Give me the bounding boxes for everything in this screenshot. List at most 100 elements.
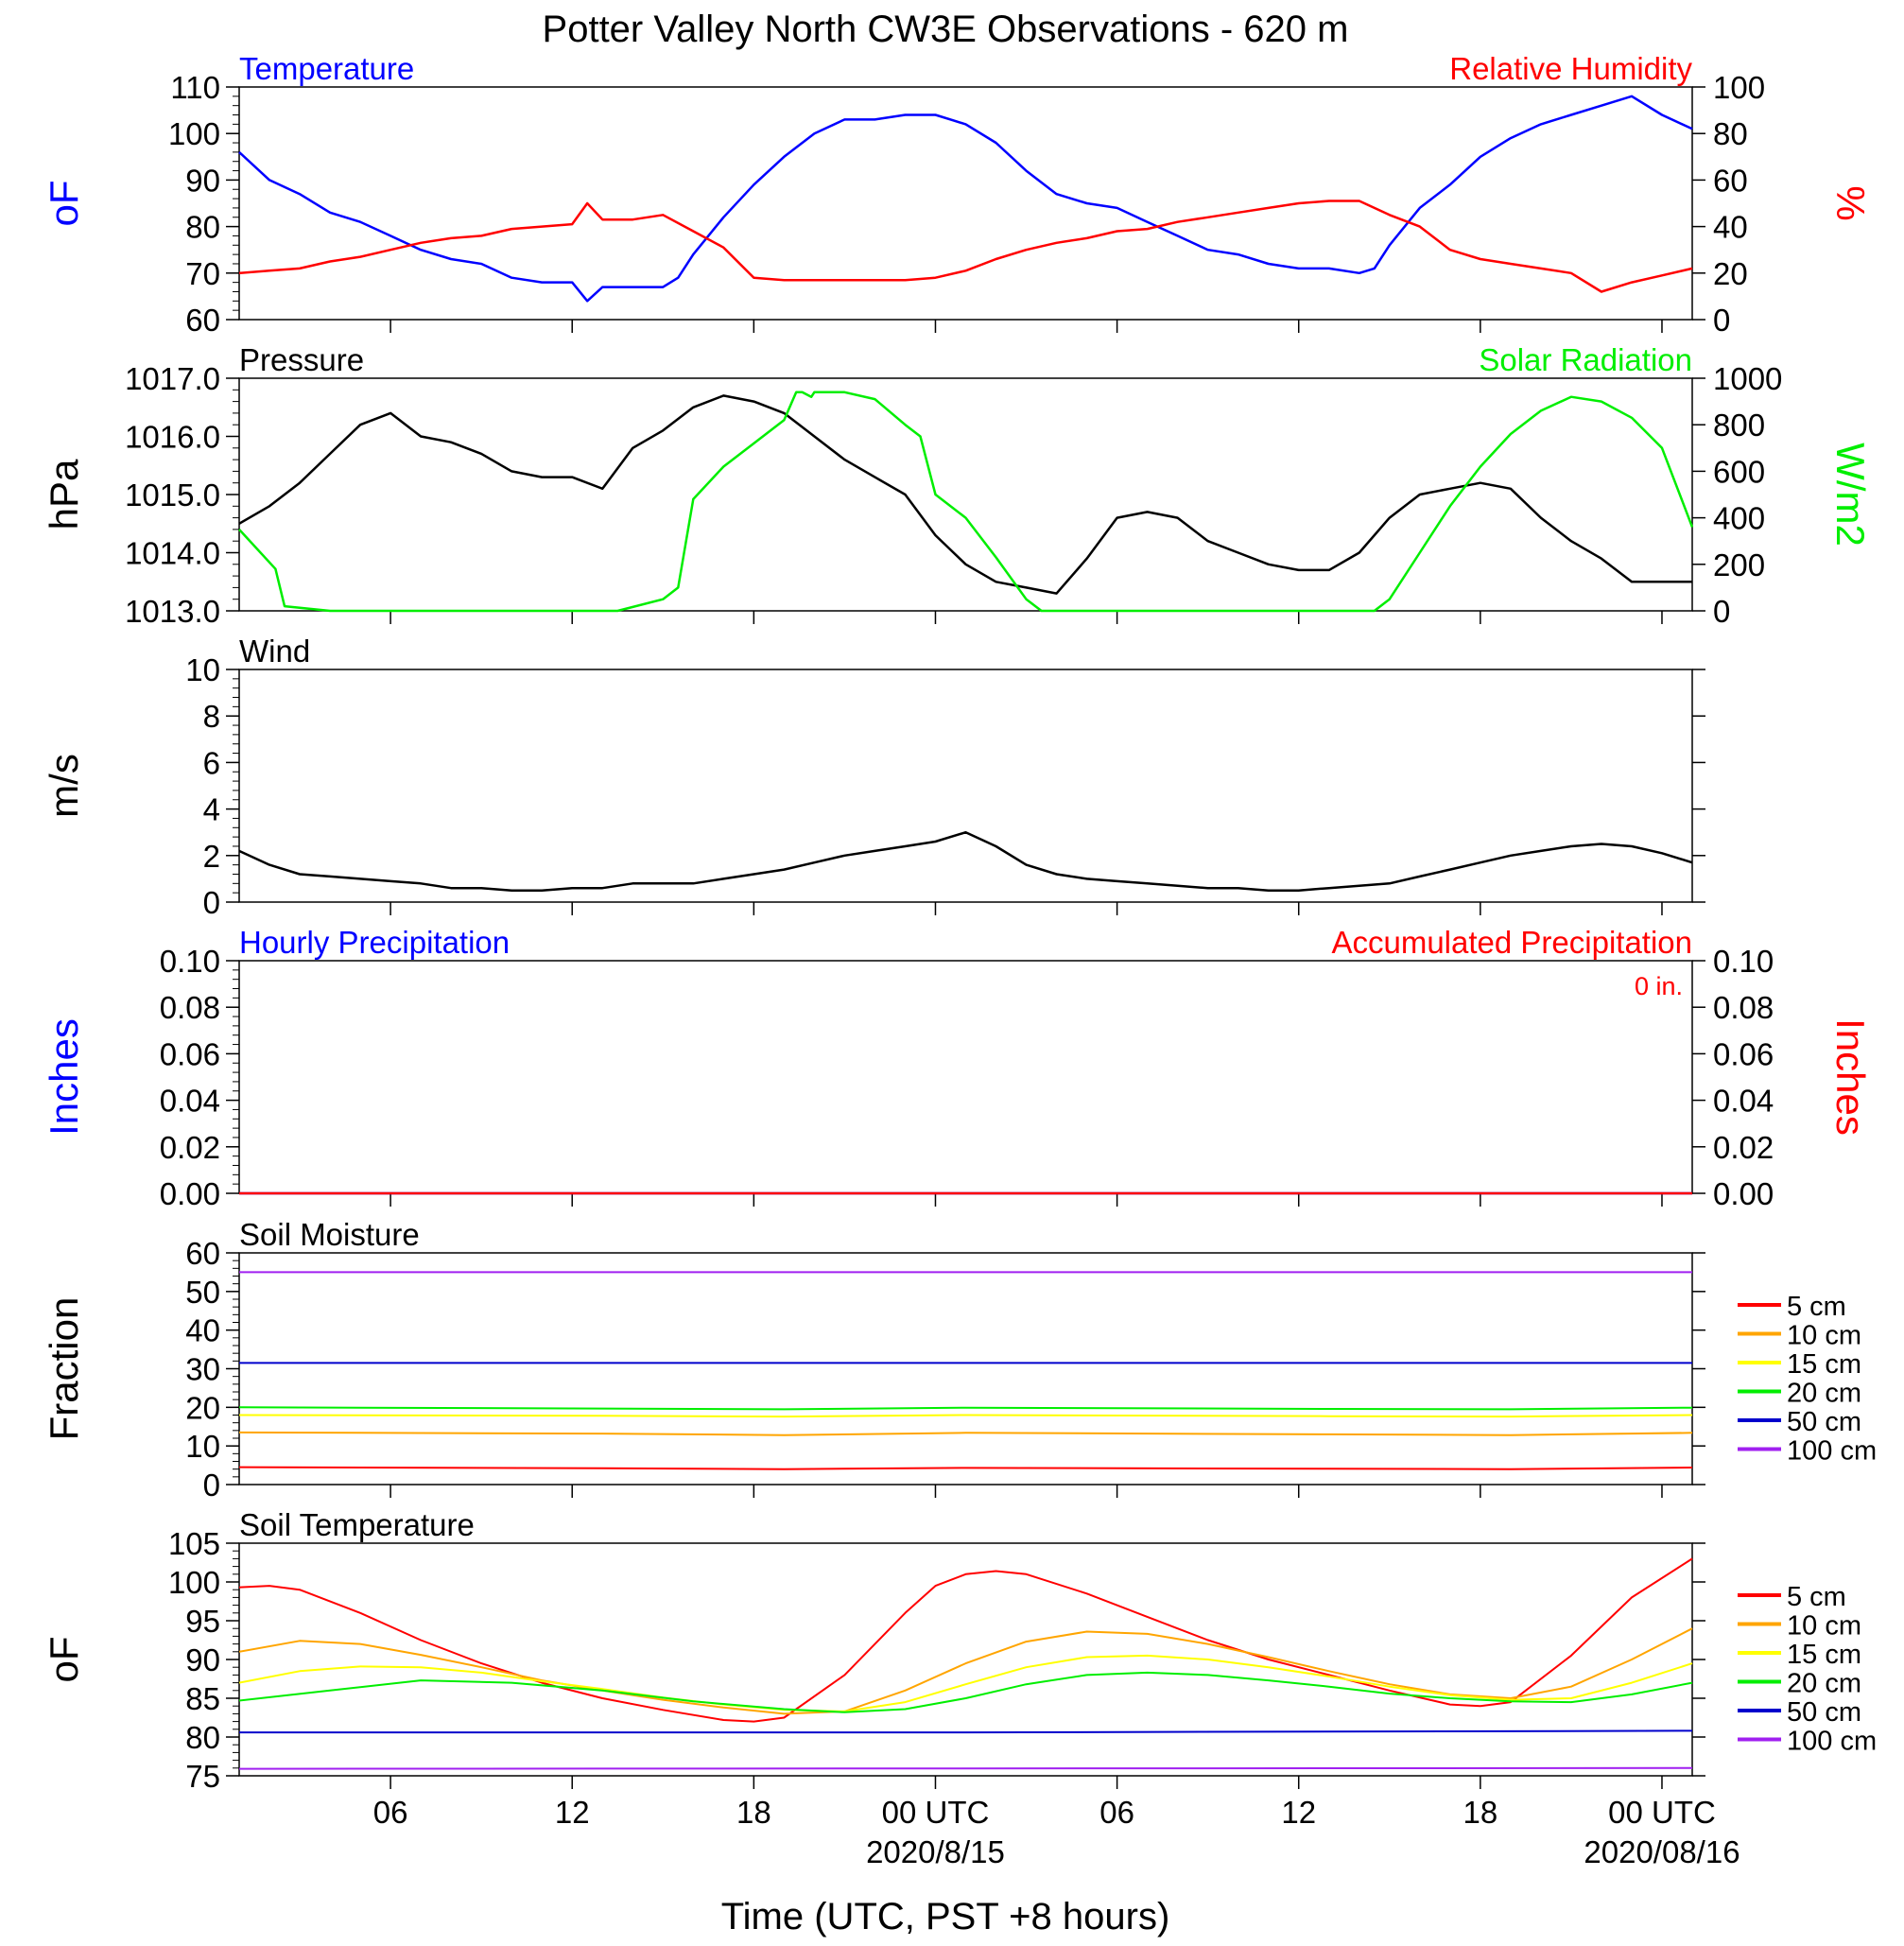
y-tick-label-left: 0 [203, 1468, 220, 1503]
x-tick-label: 18 [1463, 1795, 1497, 1830]
y-tick-label-left: 6 [203, 745, 220, 780]
y-tick-label-left: 2 [203, 839, 220, 874]
y-tick-label-right: 400 [1713, 501, 1765, 536]
y-tick-label-left: 95 [185, 1604, 220, 1639]
y-tick-label-right: 40 [1713, 210, 1748, 245]
y-tick-label-left: 1014.0 [125, 536, 220, 571]
y-tick-label-right: 100 [1713, 70, 1765, 105]
legend-entry: 10 cm [1787, 1321, 1861, 1351]
y-tick-label-left: 60 [185, 303, 220, 338]
x-tick-label: 18 [736, 1795, 771, 1830]
y-tick-label-right: 0 [1713, 303, 1730, 338]
y-tick-label-left: 0.10 [160, 944, 220, 979]
y-tick-label-right: 200 [1713, 547, 1765, 582]
series-line-relative-humidity [238, 200, 1693, 293]
panel-title-left: Pressure [239, 342, 364, 377]
series-line-temperature [238, 95, 1693, 303]
y-tick-label-left: 0.00 [160, 1176, 220, 1211]
y-tick-label-left: 8 [203, 699, 220, 734]
panel-pressure-solar: 1013.0 1014.0 1015.0 1016.0 1017.0 0 200 400 600… [42, 342, 1873, 629]
y-axis-label-left: m/s [42, 754, 86, 818]
legend-entry: 10 cm [1787, 1611, 1861, 1642]
x-date-label: 2020/08/16 [1584, 1834, 1740, 1869]
y-tick-label-left: 10 [185, 1429, 220, 1464]
panel-title-left: Wind [239, 634, 310, 669]
y-tick-label-right: 1000 [1713, 361, 1782, 396]
time-axis-ticks: 06 12 18 00 UTC 2020/8/15 06 12 18 00 UTC 2020/08… [373, 1795, 1740, 1869]
legend-entry: 15 cm [1787, 1640, 1861, 1670]
y-tick-label-right: 0.06 [1713, 1036, 1774, 1071]
panel-title-left: Soil Moisture [239, 1217, 420, 1252]
y-tick-label-left: 100 [168, 116, 220, 151]
series-line-pressure [238, 394, 1692, 595]
y-tick-label-left: 90 [185, 163, 220, 198]
y-tick-label-left: 1017.0 [125, 361, 220, 396]
series-line-5-cm [238, 1557, 1693, 1723]
series-line-10-cm [238, 1431, 1693, 1436]
y-tick-label-right: 0.10 [1713, 944, 1774, 979]
y-tick-label-left: 10 [185, 652, 220, 687]
y-tick-label-right: 0.00 [1713, 1176, 1774, 1211]
x-date-label: 2020/8/15 [866, 1834, 1005, 1869]
y-tick-label-left: 4 [203, 792, 220, 827]
y-tick-label-left: 0.02 [160, 1130, 220, 1165]
legend-entry: 100 cm [1787, 1436, 1877, 1467]
figure-title: Potter Valley North CW3E Observations - … [543, 9, 1349, 50]
series-line-50-cm [239, 1729, 1693, 1734]
panel-title-right: Relative Humidity [1449, 51, 1692, 86]
legend-entry: 50 cm [1787, 1407, 1861, 1437]
plot-frame [238, 669, 1693, 903]
panel-wind: 0 2 4 6 8 10 Wind m/s [42, 634, 1705, 920]
y-axis-label-right: W/m2 [1828, 443, 1873, 547]
time-axis-label: Time (UTC, PST +8 hours) [721, 1896, 1170, 1937]
y-axis-label-left: hPa [42, 459, 86, 530]
x-tick-label: 06 [373, 1795, 408, 1830]
y-tick-label-left: 40 [185, 1313, 220, 1348]
legend-entry: 100 cm [1787, 1727, 1877, 1757]
y-tick-label-left: 85 [185, 1681, 220, 1716]
series-line-solar-radiation [238, 391, 1694, 613]
plot-frame [238, 1252, 1693, 1486]
panel-title-left: Hourly Precipitation [239, 925, 510, 960]
y-tick-label-right: 0.04 [1713, 1084, 1774, 1119]
y-tick-label-right: 20 [1713, 256, 1748, 291]
y-tick-label-left: 110 [170, 70, 220, 105]
series-line-100-cm [238, 1766, 1693, 1770]
y-axis-label-left: Inches [42, 1018, 86, 1136]
y-tick-label-left: 20 [185, 1390, 220, 1425]
y-axis-label-left: Fraction [42, 1297, 86, 1441]
y-tick-label-left: 0.08 [160, 990, 220, 1025]
y-tick-label-left: 75 [185, 1759, 220, 1794]
x-tick-label: 06 [1099, 1795, 1134, 1830]
y-tick-label-left: 0 [203, 885, 220, 920]
y-tick-label-right: 600 [1713, 454, 1765, 489]
y-tick-label-right: 80 [1713, 116, 1748, 151]
series-line-wind [238, 830, 1693, 892]
panel-title-right: Solar Radiation [1479, 342, 1692, 377]
y-tick-label-left: 30 [185, 1352, 220, 1387]
y-tick-label-left: 90 [185, 1642, 220, 1677]
y-tick-label-left: 70 [185, 256, 220, 291]
legend-entry: 5 cm [1787, 1582, 1846, 1612]
y-tick-label-left: 0.04 [160, 1084, 220, 1119]
y-axis-label-right: Inches [1828, 1018, 1873, 1136]
series-line-15-cm [238, 1414, 1693, 1418]
y-tick-label-left: 60 [185, 1236, 220, 1271]
legend-entry: 50 cm [1787, 1697, 1861, 1728]
plot-frame [238, 1542, 1693, 1777]
y-tick-label-right: 60 [1713, 163, 1748, 198]
legend-entry: 20 cm [1787, 1379, 1861, 1409]
y-tick-label-right: 0 [1713, 594, 1730, 629]
y-axis-label-left: oF [42, 1636, 86, 1682]
series-line-20-cm [238, 1406, 1693, 1411]
y-tick-label-left: 1015.0 [125, 478, 220, 513]
panel-title-right: Accumulated Precipitation [1331, 925, 1692, 960]
legend-entry: 15 cm [1787, 1349, 1861, 1380]
series-line-15-cm [238, 1654, 1693, 1712]
y-tick-label-right: 0.02 [1713, 1130, 1774, 1165]
y-tick-label-left: 80 [185, 1720, 220, 1755]
